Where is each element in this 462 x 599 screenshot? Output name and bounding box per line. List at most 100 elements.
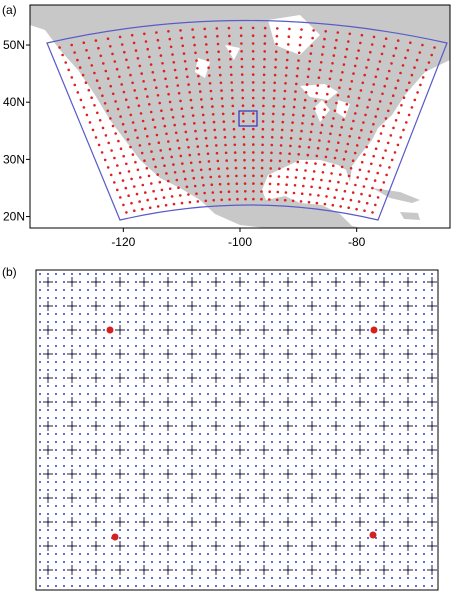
fine-point (247, 513, 249, 515)
grid-point (171, 116, 175, 119)
grid-point (180, 107, 184, 110)
grid-point (204, 35, 207, 38)
fine-point (327, 369, 329, 371)
fine-point (159, 417, 161, 419)
fine-point (175, 297, 177, 299)
grid-point (262, 81, 266, 84)
fine-point (295, 457, 297, 459)
fine-point (303, 457, 305, 459)
fine-point (335, 561, 337, 563)
fine-point (103, 441, 105, 443)
fine-point (327, 521, 329, 523)
coarse-point (235, 517, 245, 527)
grid-point (251, 81, 255, 84)
fine-point (239, 417, 241, 419)
fine-point (143, 393, 145, 395)
grid-point (345, 47, 349, 51)
fine-point (287, 529, 289, 531)
fine-point (351, 361, 353, 363)
fine-point (383, 529, 385, 531)
fine-point (343, 273, 345, 275)
coarse-point (43, 301, 53, 311)
fine-point (311, 313, 313, 315)
fine-point (87, 313, 89, 315)
fine-point (39, 425, 41, 427)
fine-point (215, 513, 217, 515)
grid-point (324, 30, 328, 33)
coarse-point (139, 421, 149, 431)
y-tick-label: 20N (3, 210, 25, 224)
fine-point (39, 449, 41, 451)
fine-point (159, 441, 161, 443)
fine-point (271, 297, 273, 299)
fine-point (47, 489, 49, 491)
fine-point (63, 289, 65, 291)
grid-point (153, 78, 156, 82)
fine-point (71, 417, 73, 419)
fine-point (383, 433, 385, 435)
fine-point (215, 481, 217, 483)
grid-point (180, 36, 183, 40)
fine-point (351, 289, 353, 291)
fine-point (375, 353, 377, 355)
grid-point (340, 165, 344, 169)
fine-point (399, 489, 401, 491)
fine-point (247, 401, 249, 403)
fine-point (391, 361, 393, 363)
fine-point (303, 545, 305, 547)
grid-point (176, 139, 179, 142)
grid-point (122, 154, 125, 158)
fine-point (271, 377, 273, 379)
coarse-point (355, 469, 365, 479)
grid-point (205, 144, 209, 148)
fine-point (335, 553, 337, 555)
fine-point (159, 273, 161, 275)
fine-point (327, 329, 329, 331)
fine-point (207, 465, 209, 467)
fine-point (311, 529, 313, 531)
fine-point (271, 537, 273, 539)
fine-point (431, 409, 433, 411)
fine-point (343, 497, 345, 499)
grid-point (229, 57, 232, 61)
grid-point (165, 172, 168, 175)
fine-point (87, 537, 89, 539)
fine-point (167, 321, 169, 323)
fine-point (159, 529, 161, 531)
fine-point (327, 313, 329, 315)
grid-point (392, 126, 395, 130)
fine-point (311, 337, 313, 339)
fine-point (319, 537, 321, 539)
panel-label: (b) (2, 265, 17, 279)
coarse-point (427, 421, 437, 431)
grid-point (137, 104, 141, 107)
fine-point (47, 585, 49, 587)
grid-point (263, 50, 267, 53)
fine-point (47, 417, 49, 419)
fine-point (183, 353, 185, 355)
coarse-point (379, 397, 389, 407)
grid-point (148, 55, 151, 59)
grid-point (372, 83, 376, 86)
fine-point (175, 553, 177, 555)
fine-point (255, 337, 257, 339)
grid-point (345, 182, 349, 185)
fine-point (367, 577, 369, 579)
fine-point (103, 377, 105, 379)
fine-point (151, 457, 153, 459)
fine-point (431, 321, 433, 323)
grid-point (382, 181, 386, 184)
fine-point (135, 441, 137, 443)
fine-point (383, 489, 385, 491)
coarse-point (211, 445, 221, 455)
fine-point (287, 441, 289, 443)
grid-point (135, 96, 139, 100)
grid-point (402, 96, 406, 99)
fine-point (367, 465, 369, 467)
grid-point (285, 66, 288, 69)
coarse-point (427, 445, 437, 455)
fine-point (183, 489, 185, 491)
grid-point (132, 41, 136, 45)
grid-point (154, 197, 158, 201)
grid-point (163, 124, 167, 128)
